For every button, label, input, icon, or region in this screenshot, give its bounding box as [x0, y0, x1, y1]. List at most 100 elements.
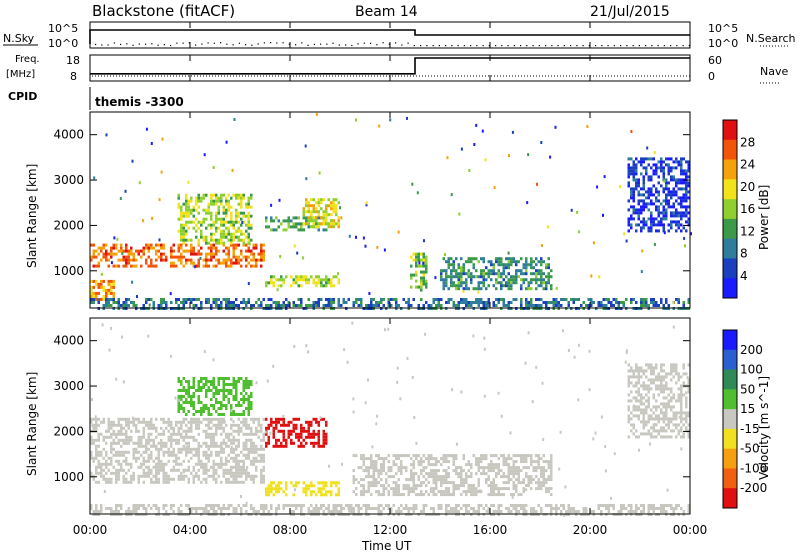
echo-cell: [520, 460, 523, 464]
echo-cell: [487, 463, 490, 467]
echo-cell: [92, 252, 95, 256]
power-colorbar-tick: 8: [740, 247, 748, 261]
echo-cell: [230, 404, 233, 407]
echo-cell: [237, 255, 240, 259]
echo-cell: [650, 363, 653, 367]
echo-cell: [637, 190, 640, 194]
echo-cell: [667, 181, 670, 185]
echo-cell: [177, 249, 180, 253]
echo-cell: [305, 216, 308, 220]
echo-cell: [484, 158, 487, 162]
echo-cell: [197, 249, 200, 253]
echo-cell: [215, 229, 218, 233]
echo-cell: [205, 211, 208, 215]
echo-cell: [437, 490, 440, 494]
echo-cell: [185, 423, 188, 427]
echo-cell: [675, 184, 678, 188]
echo-cell: [492, 487, 495, 491]
echo-cell: [162, 301, 165, 304]
echo-cell: [147, 456, 150, 460]
echo-cell: [136, 295, 138, 298]
echo-cell: [125, 477, 128, 481]
echo-cell: [617, 301, 620, 304]
echo-cell: [225, 211, 228, 215]
echo-cell: [175, 420, 178, 424]
echo-cell: [242, 432, 245, 436]
echo-cell: [642, 205, 645, 209]
echo-cell: [180, 398, 183, 401]
echo-cell: [665, 193, 668, 197]
echo-cell: [510, 260, 513, 264]
echo-cell: [147, 243, 150, 247]
echo-cell: [512, 257, 515, 261]
echo-cell: [182, 238, 185, 242]
echo-cell: [210, 223, 213, 227]
echo-cell: [167, 417, 170, 421]
echo-cell: [452, 266, 455, 270]
echo-cell: [447, 301, 450, 304]
echo-cell: [195, 474, 198, 478]
echo-cell: [675, 504, 678, 507]
echo-cell: [242, 398, 245, 401]
echo-cell: [302, 490, 305, 494]
echo-cell: [590, 301, 593, 304]
echo-cell: [465, 278, 468, 282]
echo-cell: [542, 287, 545, 291]
echo-cell: [415, 255, 418, 259]
echo-cell: [387, 466, 390, 470]
echo-cell: [315, 420, 318, 424]
echo-cell: [185, 261, 188, 265]
echo-cell: [662, 172, 665, 176]
echo-cell: [197, 298, 200, 301]
echo-cell: [295, 304, 298, 307]
echo-cell: [445, 475, 448, 479]
echo-cell: [230, 423, 233, 427]
echo-cell: [212, 504, 215, 507]
echo-cell: [175, 453, 178, 457]
echo-cell: [348, 234, 351, 238]
echo-cell: [400, 510, 403, 513]
echo-cell: [210, 202, 213, 206]
echo-cell: [510, 281, 513, 285]
echo-cell: [492, 269, 495, 273]
echo-cell: [237, 235, 240, 239]
echo-cell: [92, 301, 95, 304]
echo-cell: [205, 255, 208, 259]
echo-cell: [645, 172, 648, 176]
echo-cell: [307, 222, 310, 226]
echo-cell: [542, 469, 545, 473]
echo-cell: [242, 301, 245, 304]
echo-cell: [297, 222, 300, 226]
echo-cell: [337, 272, 339, 276]
echo-cell: [182, 429, 185, 433]
echo-cell: [397, 484, 400, 488]
echo-cell: [115, 435, 118, 439]
echo-cell: [282, 429, 285, 433]
echo-cell: [195, 426, 198, 430]
echo-cell: [170, 432, 173, 436]
echo-cell: [517, 504, 520, 507]
freq-tick-bottom: 8: [70, 70, 77, 83]
echo-cell: [112, 420, 115, 424]
echo-cell: [215, 450, 218, 454]
echo-cell: [162, 462, 165, 466]
echo-cell: [387, 304, 390, 307]
echo-cell: [450, 481, 453, 485]
echo-cell: [230, 258, 233, 262]
echo-cell: [245, 386, 248, 389]
echo-cell: [427, 460, 430, 464]
echo-cell: [317, 228, 320, 232]
echo-cell: [235, 444, 238, 448]
echo-cell: [232, 510, 235, 513]
echo-cell: [675, 190, 678, 194]
echo-cell: [502, 301, 505, 304]
echo-cell: [680, 214, 683, 218]
echo-cell: [512, 493, 515, 497]
echo-cell: [215, 453, 218, 457]
echo-cell: [507, 457, 510, 461]
echo-cell: [310, 204, 313, 208]
echo-cell: [685, 214, 688, 218]
echo-cell: [287, 304, 290, 307]
echo-cell: [667, 157, 670, 161]
echo-cell: [497, 510, 500, 513]
